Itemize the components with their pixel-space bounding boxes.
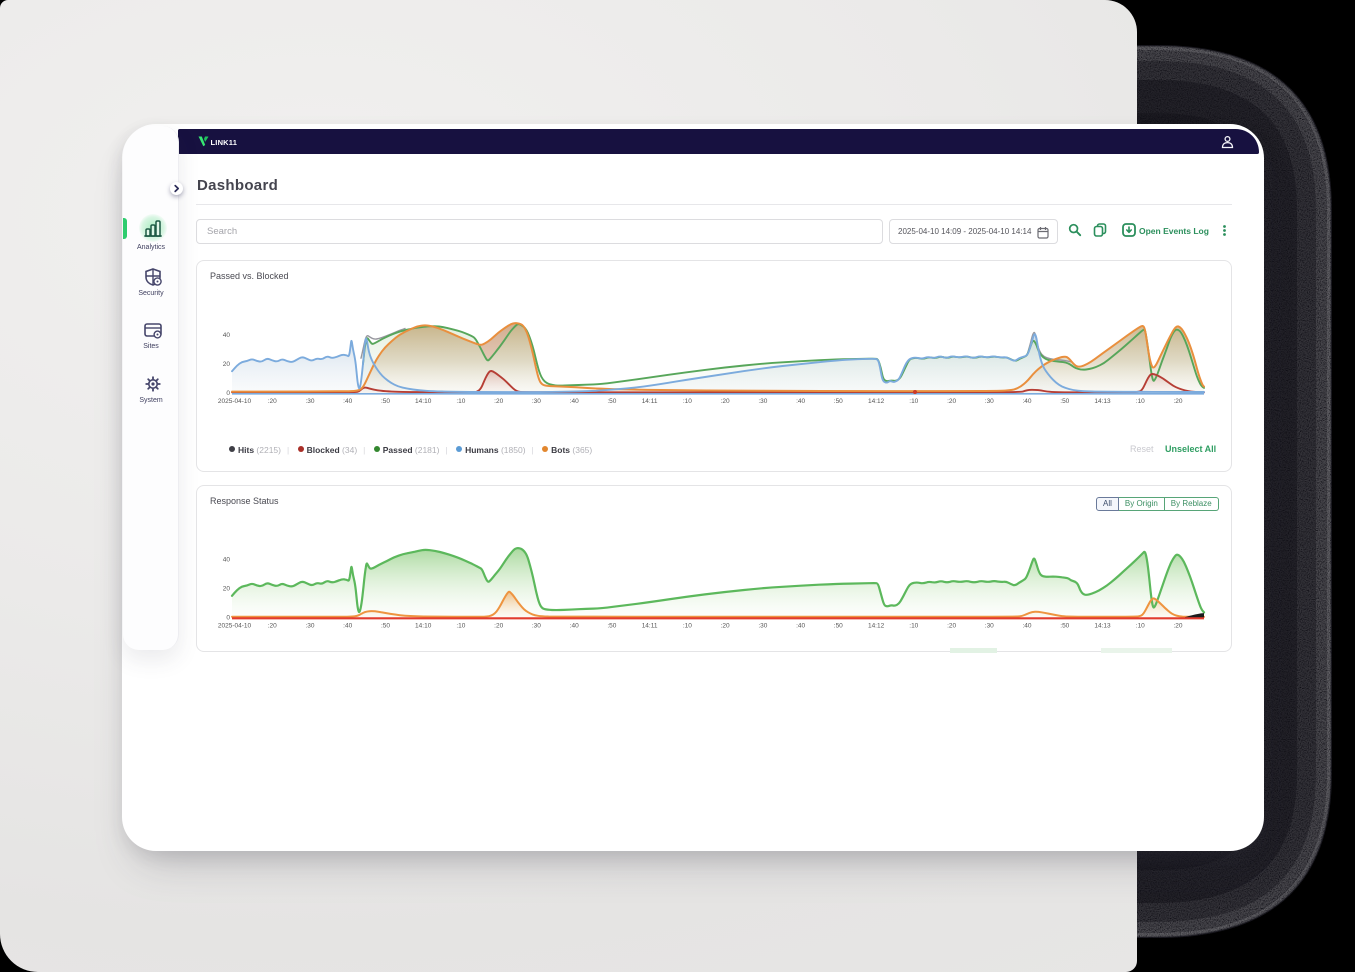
svg-text::20: :20	[268, 623, 277, 630]
svg-text::20: :20	[1173, 623, 1182, 630]
svg-text::40: :40	[343, 623, 352, 630]
svg-text:14:11: 14:11	[642, 623, 658, 630]
svg-text::20: :20	[268, 398, 277, 405]
svg-text:14:11: 14:11	[642, 398, 658, 405]
svg-text:14:13: 14:13	[1094, 398, 1111, 405]
svg-text::30: :30	[532, 623, 541, 630]
svg-text::10: :10	[1136, 398, 1145, 405]
svg-text::40: :40	[570, 398, 579, 405]
svg-text:14:10: 14:10	[415, 623, 432, 630]
svg-text:0: 0	[226, 390, 230, 397]
svg-text:2025-04-10: 2025-04-10	[218, 623, 252, 630]
svg-text::30: :30	[758, 398, 767, 405]
svg-text::20: :20	[947, 398, 956, 405]
svg-text:40: 40	[223, 557, 231, 564]
svg-text::30: :30	[305, 398, 314, 405]
svg-text::10: :10	[456, 398, 465, 405]
svg-text:14:13: 14:13	[1094, 623, 1111, 630]
svg-text::50: :50	[381, 398, 390, 405]
svg-text::10: :10	[909, 623, 918, 630]
svg-text::20: :20	[947, 623, 956, 630]
svg-text::10: :10	[683, 623, 692, 630]
svg-text::50: :50	[607, 623, 616, 630]
svg-text::20: :20	[721, 623, 730, 630]
svg-text::50: :50	[1060, 623, 1069, 630]
svg-text:14:12: 14:12	[868, 623, 885, 630]
svg-text::50: :50	[1060, 398, 1069, 405]
svg-text:14:12: 14:12	[868, 398, 885, 405]
svg-text::10: :10	[683, 398, 692, 405]
svg-text::50: :50	[607, 398, 616, 405]
svg-text::50: :50	[834, 398, 843, 405]
svg-text::30: :30	[985, 623, 994, 630]
svg-text:0: 0	[226, 615, 230, 622]
svg-text::40: :40	[796, 398, 805, 405]
svg-text:20: 20	[223, 586, 231, 593]
svg-text::30: :30	[305, 623, 314, 630]
svg-text:2025-04-10: 2025-04-10	[218, 398, 252, 405]
svg-text::40: :40	[1022, 398, 1031, 405]
svg-text:20: 20	[223, 361, 231, 368]
svg-text::10: :10	[909, 398, 918, 405]
svg-text:40: 40	[223, 332, 231, 339]
svg-text::20: :20	[494, 623, 503, 630]
svg-text::10: :10	[456, 623, 465, 630]
svg-text::20: :20	[721, 398, 730, 405]
svg-text::30: :30	[985, 398, 994, 405]
svg-text::30: :30	[532, 398, 541, 405]
svg-text:14:10: 14:10	[415, 398, 432, 405]
svg-text::10: :10	[1136, 623, 1145, 630]
svg-text::30: :30	[758, 623, 767, 630]
svg-text::40: :40	[343, 398, 352, 405]
svg-text::50: :50	[834, 623, 843, 630]
svg-text:LINK11: LINK11	[211, 138, 238, 147]
svg-text::20: :20	[494, 398, 503, 405]
svg-text::40: :40	[796, 623, 805, 630]
svg-text::40: :40	[570, 623, 579, 630]
svg-text::40: :40	[1022, 623, 1031, 630]
svg-text::20: :20	[1173, 398, 1182, 405]
svg-text::50: :50	[381, 623, 390, 630]
